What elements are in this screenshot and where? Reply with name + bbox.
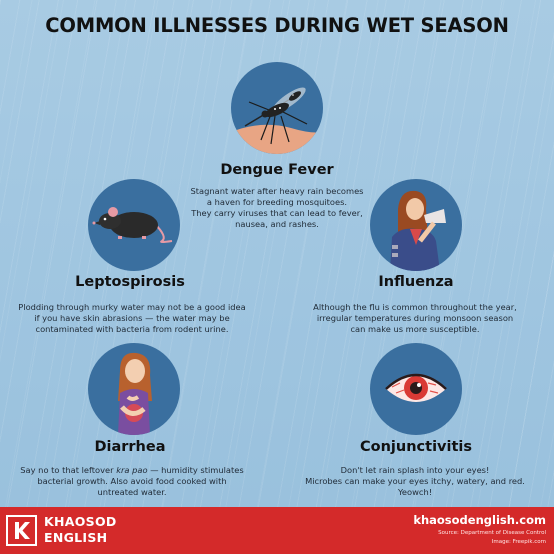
mosquito-illustration bbox=[231, 62, 323, 154]
mosquito-icon bbox=[231, 87, 323, 154]
source-credit: Source: Department of Disease Control bbox=[438, 530, 546, 536]
illness-desc-influenza: Although the flu is common throughout th… bbox=[313, 302, 517, 334]
page-title: COMMON ILLNESSES DURING WET SEASON bbox=[45, 14, 509, 37]
influenza-illustration bbox=[370, 179, 462, 271]
illness-desc-conjunctivitis: Don't let rain splash into your eyes! Mi… bbox=[305, 465, 525, 497]
desc-line: Say no to that leftover kra pao — humidi… bbox=[20, 465, 244, 475]
rat-icon bbox=[92, 207, 173, 243]
khaosod-logo bbox=[6, 515, 37, 546]
illness-name-conjunctivitis: Conjunctivitis bbox=[360, 439, 472, 455]
stomach-ache-woman-icon bbox=[118, 352, 152, 435]
conjunctivitis-illustration bbox=[370, 343, 462, 435]
brand-name: KHAOSOD ENGLISH bbox=[44, 514, 117, 545]
illness-name-diarrhea: Diarrhea bbox=[94, 439, 166, 455]
website-link[interactable]: khaosodenglish.com bbox=[413, 513, 546, 527]
k-logo-icon bbox=[15, 522, 30, 539]
illness-desc-diarrhea: Say no to that leftover kra pao — humidi… bbox=[7, 465, 257, 498]
illness-name-dengue: Dengue Fever bbox=[220, 162, 334, 178]
illness-name-influenza: Influenza bbox=[378, 274, 454, 290]
footer-bar: KHAOSOD ENGLISH khaosodenglish.com Sourc… bbox=[0, 507, 554, 554]
illness-desc-leptospirosis: Plodding through murky water may not be … bbox=[18, 302, 246, 334]
diarrhea-illustration bbox=[88, 343, 180, 435]
sick-woman-blowing-nose-icon bbox=[390, 190, 446, 271]
illness-name-leptospirosis: Leptospirosis bbox=[75, 274, 185, 290]
illness-desc-dengue: Stagnant water after heavy rain becomes … bbox=[190, 186, 364, 229]
rat-illustration bbox=[88, 179, 180, 271]
red-eye-icon bbox=[385, 373, 447, 402]
image-credit: Image: Freepik.com bbox=[491, 539, 546, 545]
